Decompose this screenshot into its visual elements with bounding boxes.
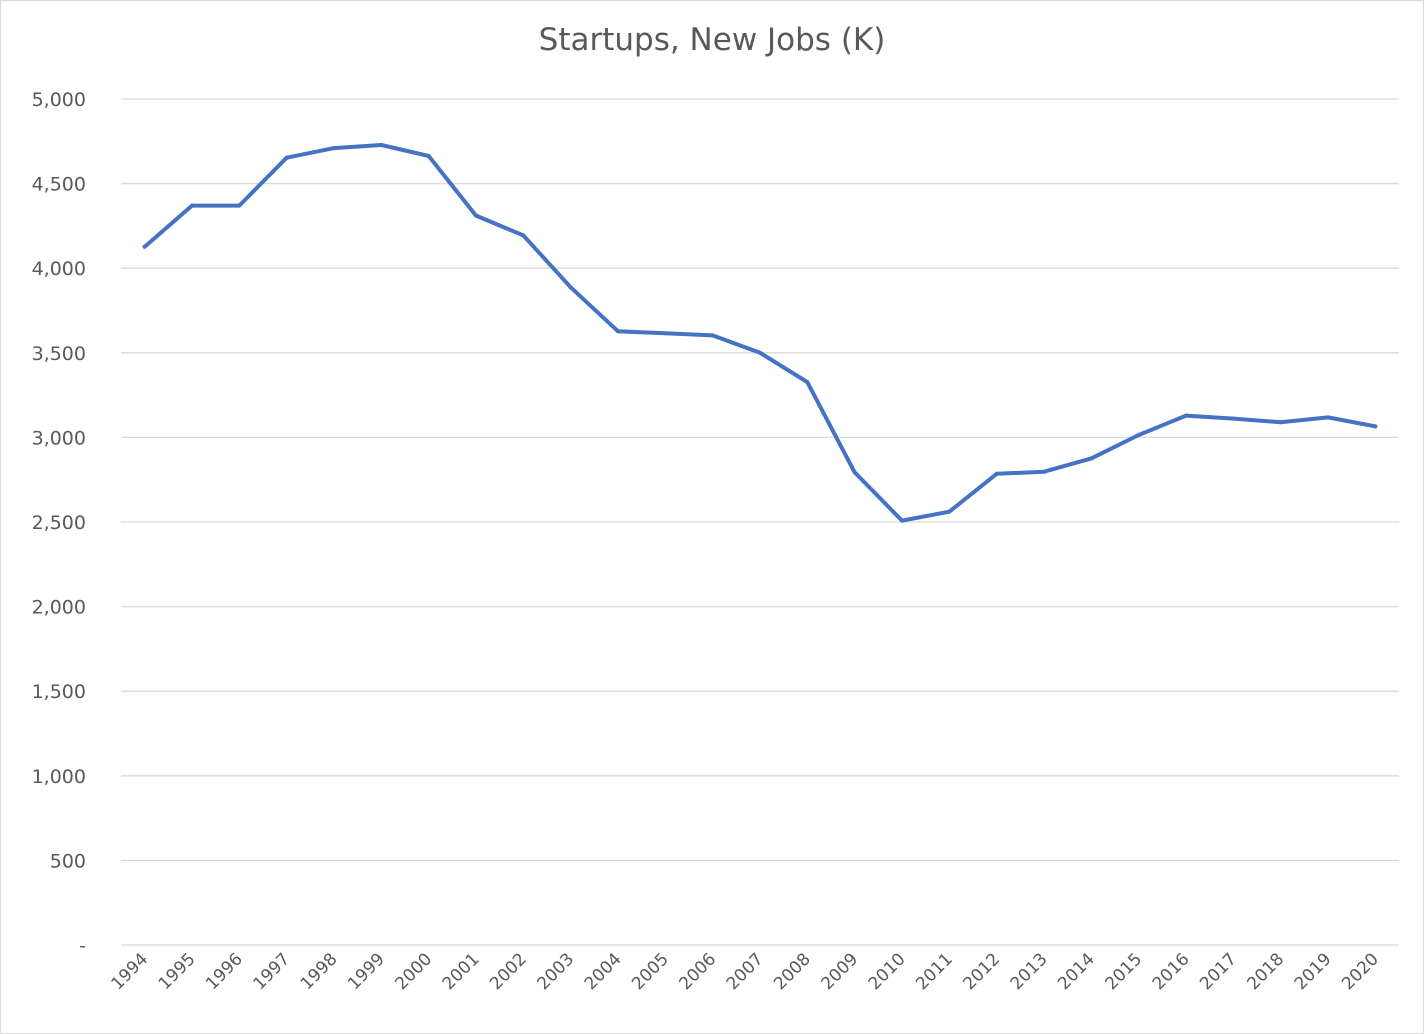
data-point [474,213,478,218]
y-tick-label: 500 [50,850,86,872]
data-point [521,233,526,238]
x-tick-label: 2014 [1054,949,1099,994]
data-point [190,203,194,208]
x-tick-label: 2003 [533,949,578,994]
x-tick-label: 2006 [675,949,720,994]
x-tick-label: 2012 [959,949,1004,994]
x-tick-label: 2018 [1243,949,1288,994]
y-tick-label: 1,000 [32,766,86,788]
y-tick-label: 4,000 [32,258,86,280]
y-axis-tick-labels: - 500 1,000 1,500 2,000 2,500 3,000 3,500 4,000 4… [32,89,86,957]
x-tick-label: 2010 [865,949,910,994]
data-point [710,333,715,338]
series-layer [142,143,1378,523]
data-point [568,285,573,290]
y-tick-label: - [79,935,86,957]
y-tick-label: 2,500 [32,512,86,534]
data-point [758,350,762,355]
x-tick-label: 2016 [1149,949,1194,994]
x-tick-label: 2005 [628,949,673,994]
data-point [284,155,289,160]
x-tick-label: 2007 [723,949,768,994]
data-point [1373,424,1378,429]
y-tick-label: 3,500 [32,343,86,365]
y-tick-label: 1,500 [32,681,86,703]
x-tick-label: 1998 [297,949,342,994]
x-tick-label: 1994 [107,949,152,994]
y-tick-label: 3,000 [32,427,86,449]
x-tick-label: 2011 [912,949,957,994]
x-tick-label: 2002 [486,949,531,994]
y-tick-label: 4,500 [32,174,86,196]
data-point [616,329,620,334]
data-point [1042,469,1046,474]
data-point [994,471,999,476]
data-point [852,470,857,475]
x-tick-label: 1995 [155,949,200,994]
data-point [1136,433,1141,438]
x-tick-label: 2008 [770,949,815,994]
x-tick-label: 2015 [1101,949,1146,994]
x-tick-label: 2000 [391,949,436,994]
data-point [900,518,904,523]
data-point [1278,420,1283,425]
data-point [1184,413,1188,418]
x-tick-label: 1997 [249,949,294,994]
gridlines [121,98,1399,946]
data-point [1326,415,1330,420]
data-point [142,244,147,249]
chart-title: Startups, New Jobs (K) [538,22,886,58]
data-point [1089,456,1094,461]
data-point [237,203,242,208]
data-point [1231,416,1236,421]
x-tick-label: 2017 [1196,949,1241,994]
data-point [332,146,336,151]
y-tick-label: 5,000 [32,89,86,111]
x-tick-label: 1996 [202,949,247,994]
data-point [379,143,384,148]
x-tick-label: 2019 [1291,949,1336,994]
x-tick-label: 2020 [1338,949,1383,994]
series-line [142,143,1378,523]
data-point [947,509,952,514]
y-tick-label: 2,000 [32,597,86,619]
data-point [663,331,668,336]
x-axis-tick-labels: 1994 1995 1996 1997 1998 1999 2000 2001 2002 2003… [107,949,1382,994]
x-tick-label: 2009 [817,949,862,994]
x-tick-label: 1999 [344,949,389,994]
x-tick-label: 2013 [1007,949,1052,994]
x-tick-label: 2004 [581,949,626,994]
data-point [805,380,810,385]
data-point [426,154,431,159]
x-tick-label: 2001 [439,949,484,994]
